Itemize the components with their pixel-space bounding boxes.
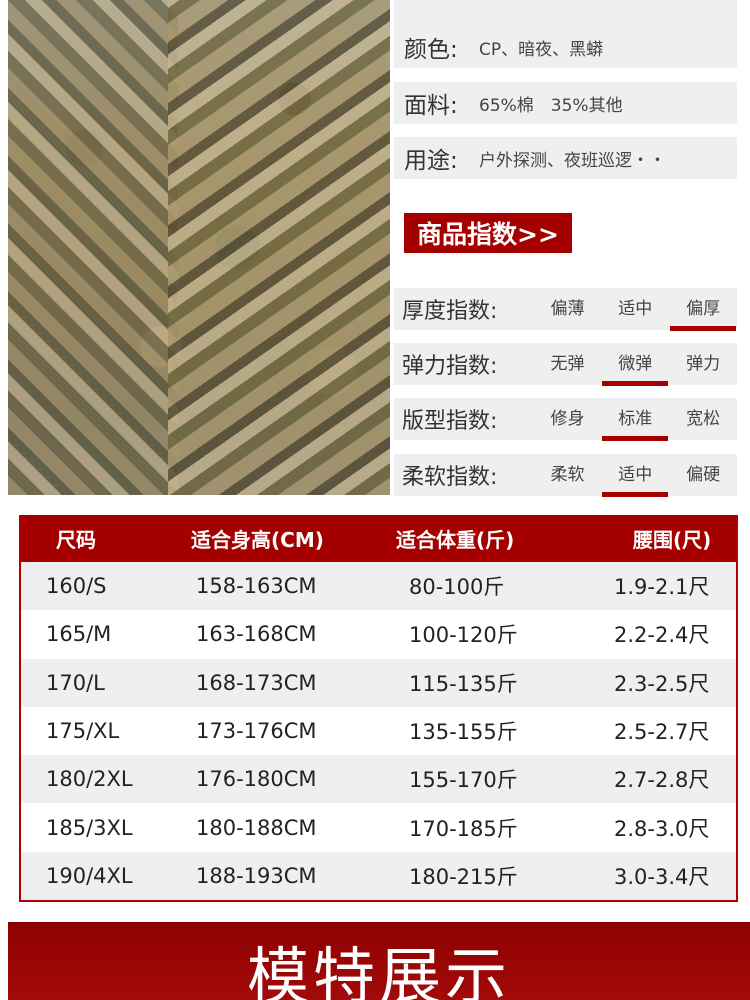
index-label: 版型指数: (402, 409, 498, 434)
table-cell: 158-163CM (196, 574, 317, 599)
index-option: 偏硬 (686, 465, 721, 485)
index-option: 适中 (618, 299, 653, 319)
table-cell: 173-176CM (196, 719, 317, 744)
index-row: 厚度指数: 偏薄 适中 偏厚 (394, 288, 737, 331)
model-showcase-banner: 模特展示 (8, 922, 750, 1000)
table-cell: 3.0-3.4尺 (614, 864, 710, 889)
info-label: 面料: (404, 93, 458, 119)
size-table: 尺码 适合身高(CM) 适合体重(斤) 腰围(尺) 160/S 158-163CM… (19, 515, 738, 903)
table-cell: 185/3XL (46, 815, 133, 840)
info-row-usage: 用途: 户外探测、夜班巡逻・・ (394, 137, 737, 179)
table-cell: 135-155斤 (409, 720, 518, 745)
table-cell: 155-170斤 (409, 768, 518, 793)
table-cell: 2.2-2.4尺 (614, 623, 710, 648)
index-option: 偏薄 (550, 299, 585, 319)
index-option: 微弹 (601, 343, 669, 386)
index-option: 柔软 (550, 465, 585, 485)
index-option: 修身 (550, 409, 585, 429)
index-label: 厚度指数: (402, 299, 498, 324)
table-row: 190/4XL 188-193CM 180-215斤 3.0-3.4尺 (21, 851, 736, 901)
header-weight: 适合体重(斤) (396, 528, 515, 552)
table-cell: 100-120斤 (409, 623, 518, 648)
table-row: 160/S 158-163CM 80-100斤 1.9-2.1尺 (21, 562, 736, 611)
header-height: 适合身高(CM) (191, 528, 324, 552)
index-label: 弹力指数: (402, 354, 498, 379)
info-value: 65%棉 35%其他 (479, 95, 623, 116)
index-option: 偏厚 (669, 288, 737, 331)
index-label: 柔软指数: (402, 465, 498, 490)
table-row: 165/M 163-168CM 100-120斤 2.2-2.4尺 (21, 610, 736, 658)
table-cell: 188-193CM (196, 863, 317, 888)
index-row: 柔软指数: 柔软 适中 偏硬 (394, 454, 737, 497)
table-cell: 2.3-2.5尺 (614, 671, 710, 696)
table-cell: 80-100斤 (409, 575, 505, 600)
table-cell: 1.9-2.1尺 (614, 575, 710, 600)
index-row: 版型指数: 修身 标准 宽松 (394, 398, 737, 441)
table-cell: 2.5-2.7尺 (614, 720, 710, 745)
info-label: 用途: (404, 148, 458, 174)
index-option: 宽松 (686, 409, 721, 429)
info-value: 户外探测、夜班巡逻・・ (479, 150, 666, 171)
table-cell: 163-168CM (196, 622, 317, 647)
table-row: 180/2XL 176-180CM 155-170斤 2.7-2.8尺 (21, 755, 736, 804)
table-cell: 170-185斤 (409, 816, 518, 841)
table-cell: 175/XL (46, 719, 120, 744)
table-cell: 160/S (46, 574, 107, 599)
table-row: 175/XL 173-176CM 135-155斤 2.5-2.7尺 (21, 707, 736, 755)
table-cell: 180-188CM (196, 815, 317, 840)
info-row-color: 颜色: CP、暗夜、黑蟒 (394, 26, 737, 68)
index-option: 弹力 (686, 354, 721, 374)
product-model-photo (8, 0, 390, 495)
index-option: 适中 (601, 454, 669, 497)
table-cell: 190/4XL (46, 863, 133, 888)
banner-title: 模特展示 (246, 940, 511, 1000)
info-label: 颜色: (404, 37, 458, 63)
table-row: 185/3XL 180-188CM 170-185斤 2.8-3.0尺 (21, 803, 736, 851)
table-cell: 170/L (46, 670, 105, 695)
table-cell: 180-215斤 (409, 864, 518, 889)
table-cell: 180/2XL (46, 767, 133, 792)
table-cell: 168-173CM (196, 670, 317, 695)
info-value: CP、暗夜、黑蟒 (479, 39, 604, 60)
info-row-fabric: 面料: 65%棉 35%其他 (394, 82, 737, 124)
table-cell: 115-135斤 (409, 671, 518, 696)
table-cell: 2.7-2.8尺 (614, 768, 710, 793)
header-waist: 腰围(尺) (633, 528, 712, 552)
table-row: 170/L 168-173CM 115-135斤 2.3-2.5尺 (21, 658, 736, 707)
product-index-heading: 商品指数>> (404, 213, 572, 253)
table-cell: 2.8-3.0尺 (614, 816, 710, 841)
index-row: 弹力指数: 无弹 微弹 弹力 (394, 343, 737, 386)
header-size: 尺码 (56, 528, 96, 552)
index-option: 无弹 (550, 354, 585, 374)
size-table-header: 尺码 适合身高(CM) 适合体重(斤) 腰围(尺) (21, 515, 736, 562)
table-cell: 165/M (46, 622, 112, 647)
table-cell: 176-180CM (196, 767, 317, 792)
index-option: 标准 (601, 398, 669, 441)
